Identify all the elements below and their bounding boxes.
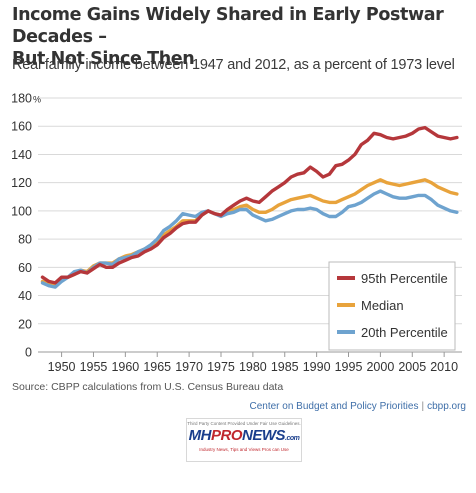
chart-title-line-2: But Not Since Then (12, 49, 195, 69)
y-tick-label-40: 40 (18, 289, 32, 303)
x-tick-label-1955: 1955 (80, 360, 108, 374)
legend-label-20th-percentile: 20th Percentile (361, 325, 448, 340)
series-line-95th-percentile (40, 125, 459, 285)
x-tick-label-1985: 1985 (271, 360, 299, 374)
credit-line: Center on Budget and Policy Priorities | c… (249, 401, 466, 412)
credit-separator: | (421, 401, 425, 412)
y-tick-label-140: 140 (11, 148, 32, 162)
credit-site: cbpp.org (427, 401, 466, 412)
y-tick-label-80: 80 (18, 233, 32, 247)
x-tick-label-1975: 1975 (207, 360, 235, 374)
x-tick-label-2010: 2010 (430, 360, 458, 374)
logo-news: NEWS (242, 427, 286, 444)
x-tick-label-2000: 2000 (366, 360, 394, 374)
y-tick-label-0: 0 (25, 346, 32, 360)
x-tick-label-1995: 1995 (335, 360, 363, 374)
legend-label-median: Median (361, 298, 404, 313)
fair-use-notice: Third Party Content Provided Under Fair … (187, 421, 301, 426)
y-tick-label-180: 180 (11, 92, 32, 106)
legend-label-95th-percentile: 95th Percentile (361, 271, 448, 286)
x-tick-label-1965: 1965 (143, 360, 171, 374)
x-tick-label-1950: 1950 (48, 360, 76, 374)
badge-tagline: Industry News, Tips and Views Pros can U… (199, 447, 289, 452)
y-tick-label-20: 20 (18, 317, 32, 331)
chart-title: Income Gains Widely Shared in Early Post… (12, 4, 472, 70)
income-line-chart: 0 20 40 60 80 100 120 140 160 180 % 1950 1955 1960 196… (11, 92, 462, 374)
chart-title-line-1: Income Gains Widely Shared in Early Post… (12, 5, 444, 47)
mhpronews-badge: Third Party Content Provided Under Fair … (186, 418, 302, 462)
mhpronews-logo: MHPRONEWS.com (187, 428, 301, 447)
source-note: Source: CBPP calculations from U.S. Cens… (12, 381, 284, 393)
y-tick-label-100: 100 (11, 204, 32, 218)
chart-subtitle: Real family income between 1947 and 2012… (12, 57, 455, 73)
y-tick-label-60: 60 (18, 261, 32, 275)
x-tick-label-2005: 2005 (398, 360, 426, 374)
x-tick-label-1970: 1970 (175, 360, 203, 374)
y-tick-label-120: 120 (11, 176, 32, 190)
y-tick-label-160: 160 (11, 120, 32, 134)
credit-org: Center on Budget and Policy Priorities (249, 401, 419, 412)
logo-pro: PRO (210, 427, 243, 444)
series-line-20th-percentile (40, 189, 459, 289)
x-tick-label-1980: 1980 (239, 360, 267, 374)
x-tick-label-1960: 1960 (111, 360, 139, 374)
x-tick-label-1990: 1990 (303, 360, 331, 374)
logo-mh: MH (188, 427, 212, 444)
logo-com: .com (285, 435, 300, 442)
y-unit-label: % (33, 95, 41, 105)
